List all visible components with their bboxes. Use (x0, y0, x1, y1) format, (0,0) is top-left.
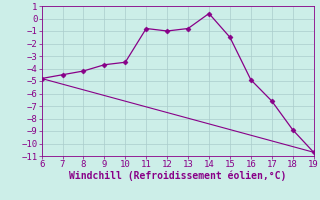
X-axis label: Windchill (Refroidissement éolien,°C): Windchill (Refroidissement éolien,°C) (69, 171, 286, 181)
